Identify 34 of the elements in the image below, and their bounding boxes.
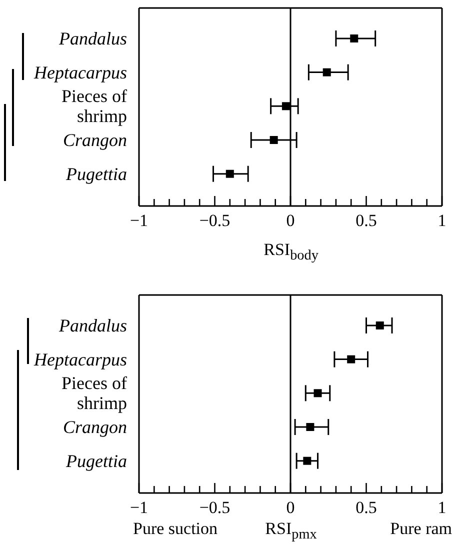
point bbox=[347, 355, 356, 364]
x-tick-label: −0.5 bbox=[199, 498, 230, 517]
point bbox=[226, 170, 234, 178]
x-tick-label: 1 bbox=[438, 498, 446, 517]
y-tick-label: Pieces of shrimp bbox=[62, 373, 127, 414]
y-tick-label: Pugettia bbox=[65, 164, 127, 184]
text: Pure suction bbox=[133, 519, 218, 539]
y-tick-label: Heptacarpus bbox=[33, 349, 127, 370]
y-tick-label: Pieces of shrimp bbox=[62, 86, 127, 126]
point bbox=[282, 102, 290, 110]
x-tick-label: 0.5 bbox=[356, 498, 377, 517]
x-tick-label: 0 bbox=[286, 211, 295, 230]
x-tick-label: −1 bbox=[130, 498, 148, 517]
point bbox=[303, 456, 312, 465]
x-tick-label: 0 bbox=[286, 498, 295, 517]
x-tick-label: 0.5 bbox=[356, 211, 377, 230]
y-tick-label: Heptacarpus bbox=[33, 62, 127, 82]
y-tick-label: Crangon bbox=[62, 417, 127, 437]
point bbox=[376, 321, 384, 330]
point bbox=[270, 136, 278, 144]
point bbox=[322, 68, 331, 76]
x-tick-label: −1 bbox=[130, 211, 148, 230]
text: Pure ram bbox=[390, 519, 452, 539]
point bbox=[306, 423, 314, 431]
x-axis-title: RSI$_{body}$ bbox=[262, 240, 320, 264]
y-tick-label: Pandalus bbox=[58, 28, 127, 48]
point bbox=[350, 34, 358, 42]
y-tick-label: Pandalus bbox=[58, 315, 127, 336]
x-tick-label: 1 bbox=[438, 211, 446, 230]
x-axis-title: RSI$_{pmx}$ bbox=[264, 519, 318, 544]
x-tick-label: −0.5 bbox=[199, 211, 230, 230]
y-tick-label: Pugettia bbox=[65, 450, 127, 471]
point bbox=[314, 389, 322, 398]
y-tick-label: Crangon bbox=[62, 130, 127, 150]
